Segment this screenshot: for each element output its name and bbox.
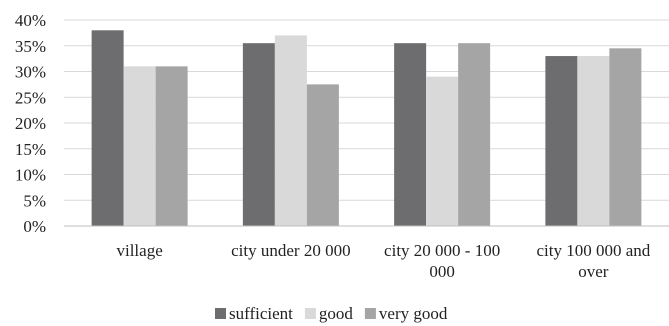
y-tick-label: 25% — [15, 88, 46, 107]
legend: sufficient good very good — [215, 304, 448, 323]
y-tick-label: 0% — [23, 217, 46, 236]
y-tick-label: 5% — [23, 191, 46, 210]
category-label: city under 20 000 — [231, 241, 350, 260]
bar-good — [426, 76, 459, 227]
y-tick-label: 20% — [15, 114, 46, 133]
category-label: over — [578, 262, 609, 281]
legend-swatch — [215, 308, 226, 319]
category-label: city 20 000 - 100 — [384, 241, 500, 260]
legend-swatch — [364, 308, 376, 319]
y-tick-label: 10% — [15, 166, 46, 185]
category-label: 000 — [429, 262, 455, 281]
y-axis-tick-labels: 0% 5% 10% 15% 20% 25% 30% 35% 40% — [15, 11, 46, 236]
category-label: village — [116, 241, 162, 260]
bar-good — [577, 56, 610, 226]
legend-swatch — [304, 308, 316, 319]
bar-sufficient — [91, 30, 124, 226]
category-label: city 100 000 and — [536, 241, 650, 260]
legend-label: sufficient — [229, 304, 293, 323]
bar-sufficient — [545, 56, 578, 226]
bar-very-good — [155, 66, 188, 226]
bars — [91, 30, 642, 227]
legend-label: good — [319, 304, 354, 323]
bar-very-good — [306, 84, 339, 226]
bar-sufficient — [242, 43, 275, 226]
y-tick-label: 30% — [15, 63, 46, 82]
bar-good — [274, 35, 307, 227]
bar-very-good — [609, 48, 642, 227]
y-tick-label: 35% — [15, 37, 46, 56]
category-labels: village city under 20 000 city 20 000 - 10… — [116, 241, 650, 281]
legend-label: very good — [379, 304, 448, 323]
y-tick-label: 40% — [15, 11, 46, 30]
bar-sufficient — [394, 43, 427, 226]
bar-good — [123, 66, 156, 226]
bar-very-good — [458, 43, 491, 226]
y-tick-label: 15% — [15, 140, 46, 159]
